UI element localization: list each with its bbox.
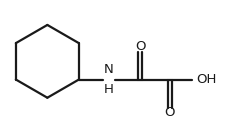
Text: O: O <box>134 40 145 53</box>
Text: O: O <box>164 106 174 119</box>
Text: OH: OH <box>195 73 215 86</box>
Text: H: H <box>103 83 113 96</box>
Text: N: N <box>103 63 113 76</box>
